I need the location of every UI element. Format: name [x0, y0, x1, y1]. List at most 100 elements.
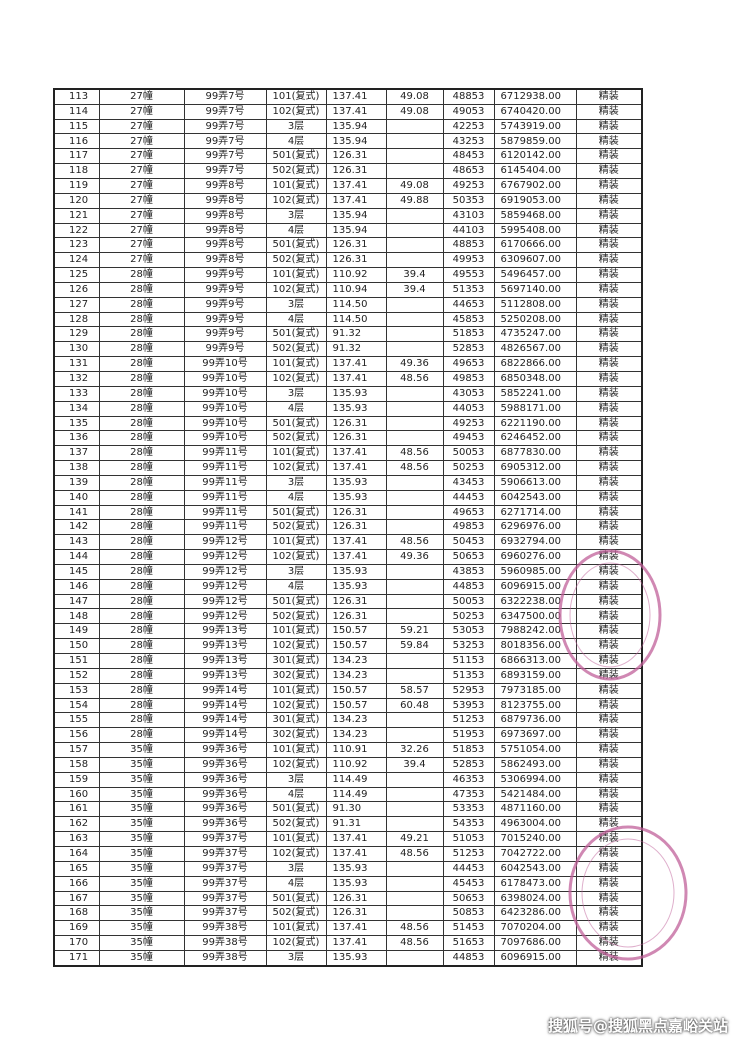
unit-price-cell: 44103 — [442, 222, 495, 239]
row-index-cell: 132 — [53, 370, 100, 387]
building-cell: 27幢 — [98, 103, 185, 120]
decoration-cell: 精装 — [575, 682, 643, 699]
address-cell: 99弄37号 — [183, 875, 267, 892]
decoration-cell: 精装 — [575, 489, 643, 506]
unit-price-cell: 49653 — [442, 356, 495, 372]
unit-price-cell: 44453 — [442, 489, 495, 506]
address-cell: 99弄36号 — [183, 756, 267, 773]
building-cell: 28幢 — [98, 460, 185, 476]
table-row: 148 28幢 99弄12号 502(复式) 126.31 50253 6347500.00… — [53, 608, 643, 625]
table-row: 139 28幢 99弄11号 3层 135.93 43453 5906613.00 精装 — [53, 474, 643, 491]
area-cell: 135.93 — [325, 563, 387, 580]
table-row: 134 28幢 99弄10号 4层 135.93 44053 5988171.00 精装 — [53, 400, 643, 417]
building-cell: 28幢 — [98, 474, 185, 491]
unit-price-cell: 51253 — [442, 712, 495, 729]
area-cell: 91.30 — [325, 801, 387, 818]
extra-area-cell: 48.56 — [385, 445, 444, 462]
address-cell: 99弄10号 — [183, 356, 267, 372]
watermark: 搜狐号@搜狐黑点嘉峪关站 — [547, 1017, 728, 1035]
row-index-cell: 123 — [53, 237, 100, 254]
building-cell: 35幢 — [98, 949, 185, 967]
unit-price-cell: 44053 — [442, 400, 495, 417]
address-cell: 99弄11号 — [183, 460, 267, 476]
address-cell: 99弄10号 — [183, 400, 267, 417]
table-row: 119 27幢 99弄8号 101(复式) 137.41 49.08 49253 676790… — [53, 178, 643, 194]
unit-price-cell: 49053 — [442, 103, 495, 120]
extra-area-cell — [385, 400, 444, 417]
unit-price-cell: 44653 — [442, 296, 495, 313]
table-row: 165 35幢 99弄37号 3层 135.93 44453 6042543.00 精装 — [53, 860, 643, 877]
extra-area-cell — [385, 653, 444, 669]
row-index-cell: 128 — [53, 311, 100, 328]
address-cell: 99弄13号 — [183, 623, 267, 640]
decoration-cell: 精装 — [575, 801, 643, 818]
unit-price-cell: 50253 — [442, 460, 495, 476]
row-index-cell: 167 — [53, 890, 100, 907]
area-cell: 150.57 — [325, 623, 387, 640]
total-price-cell: 5859468.00 — [493, 207, 577, 224]
table-row: 130 28幢 99弄9号 502(复式) 91.32 52853 4826567.00 精装 — [53, 341, 643, 358]
table-row: 118 27幢 99弄7号 502(复式) 126.31 48653 6145404.00 精… — [53, 163, 643, 180]
row-index-cell: 140 — [53, 489, 100, 506]
total-price-cell: 7988242.00 — [493, 623, 577, 640]
extra-area-cell: 59.21 — [385, 623, 444, 640]
area-cell: 137.41 — [325, 920, 387, 937]
total-price-cell: 5995408.00 — [493, 222, 577, 239]
room-cell: 102(复式) — [265, 845, 327, 862]
extra-area-cell: 49.36 — [385, 549, 444, 565]
decoration-cell: 精装 — [575, 311, 643, 328]
table-row: 166 35幢 99弄37号 4层 135.93 45453 6178473.00 精装 — [53, 875, 643, 892]
unit-price-cell: 44453 — [442, 860, 495, 877]
room-cell: 501(复式) — [265, 890, 327, 907]
building-cell: 35幢 — [98, 742, 185, 758]
decoration-cell: 精装 — [575, 118, 643, 135]
address-cell: 99弄10号 — [183, 415, 267, 432]
area-cell: 134.23 — [325, 712, 387, 729]
building-cell: 28幢 — [98, 281, 185, 298]
address-cell: 99弄37号 — [183, 831, 267, 847]
address-cell: 99弄14号 — [183, 697, 267, 714]
total-price-cell: 6096915.00 — [493, 578, 577, 595]
area-cell: 126.31 — [325, 890, 387, 907]
room-cell: 502(复式) — [265, 905, 327, 922]
decoration-cell: 精装 — [575, 370, 643, 387]
total-price-cell: 6712938.00 — [493, 88, 577, 105]
total-price-cell: 6866313.00 — [493, 653, 577, 669]
area-cell: 135.93 — [325, 385, 387, 402]
table-row: 159 35幢 99弄36号 3层 114.49 46353 5306994.00 精装 — [53, 771, 643, 788]
address-cell: 99弄11号 — [183, 519, 267, 536]
address-cell: 99弄9号 — [183, 341, 267, 358]
room-cell: 102(复式) — [265, 756, 327, 773]
extra-area-cell — [385, 608, 444, 625]
table-row: 141 28幢 99弄11号 501(复式) 126.31 49653 6271714.00… — [53, 504, 643, 521]
address-cell: 99弄11号 — [183, 504, 267, 521]
building-cell: 28幢 — [98, 697, 185, 714]
unit-price-cell: 50253 — [442, 608, 495, 625]
address-cell: 99弄12号 — [183, 534, 267, 551]
address-cell: 99弄13号 — [183, 653, 267, 669]
address-cell: 99弄8号 — [183, 252, 267, 269]
table-row: 158 35幢 99弄36号 102(复式) 110.92 39.4 52853 586249… — [53, 756, 643, 773]
unit-price-cell: 53953 — [442, 697, 495, 714]
decoration-cell: 精装 — [575, 549, 643, 565]
room-cell: 3层 — [265, 296, 327, 313]
extra-area-cell: 48.56 — [385, 370, 444, 387]
table-row: 160 35幢 99弄36号 4层 114.49 47353 5421484.00 精装 — [53, 786, 643, 803]
extra-area-cell — [385, 148, 444, 165]
address-cell: 99弄8号 — [183, 178, 267, 194]
extra-area-cell — [385, 133, 444, 150]
area-cell: 126.31 — [325, 163, 387, 180]
decoration-cell: 精装 — [575, 296, 643, 313]
decoration-cell: 精装 — [575, 534, 643, 551]
area-cell: 150.57 — [325, 697, 387, 714]
unit-price-cell: 50053 — [442, 445, 495, 462]
table-row: 129 28幢 99弄9号 501(复式) 91.32 51853 4735247.00 精装 — [53, 326, 643, 343]
decoration-cell: 精装 — [575, 148, 643, 165]
total-price-cell: 5250208.00 — [493, 311, 577, 328]
extra-area-cell — [385, 949, 444, 967]
decoration-cell: 精装 — [575, 816, 643, 833]
total-price-cell: 6145404.00 — [493, 163, 577, 180]
total-price-cell: 5906613.00 — [493, 474, 577, 491]
address-cell: 99弄9号 — [183, 296, 267, 313]
extra-area-cell — [385, 489, 444, 506]
